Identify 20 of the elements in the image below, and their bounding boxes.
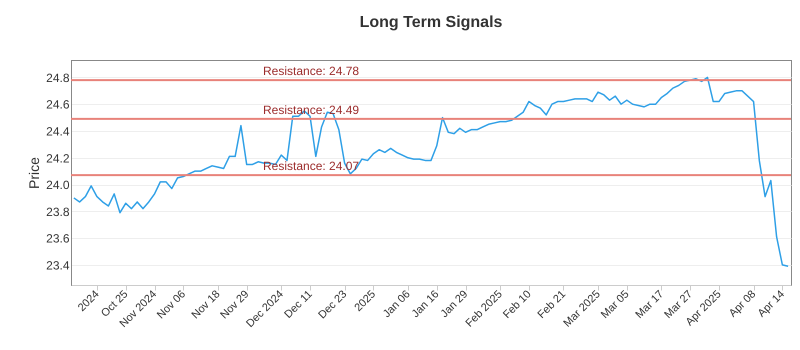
y-axis-title: Price — [26, 156, 42, 189]
ref-line-label: Resistance: 24.49 — [263, 102, 360, 117]
y-tick-label: 24.6 — [46, 98, 70, 112]
y-tick-label: 23.8 — [46, 204, 70, 219]
y-tick-label: 24.0 — [46, 178, 70, 192]
x-tick-label: Feb 10 — [500, 288, 534, 321]
x-tick-label: Apr 08 — [726, 288, 758, 320]
x-tick-label: Dec 23 — [316, 288, 350, 322]
ref-line-label: Resistance: 24.78 — [263, 64, 360, 78]
y-tick-label: 23.6 — [46, 232, 70, 246]
y-tick-label: 23.4 — [46, 258, 70, 272]
x-tick-label: Apr 14 — [756, 288, 788, 320]
y-tick-label: 24.4 — [46, 124, 70, 138]
x-tick-label: Mar 05 — [598, 288, 632, 321]
y-tick-label: 24.8 — [46, 70, 70, 85]
line-series — [73, 76, 789, 267]
chart-title: Long Term Signals — [360, 14, 503, 31]
x-tick-label: Dec 11 — [282, 288, 315, 321]
y-tick-label: 24.2 — [46, 151, 70, 166]
x-tick-label: Nov 06 — [154, 288, 188, 322]
